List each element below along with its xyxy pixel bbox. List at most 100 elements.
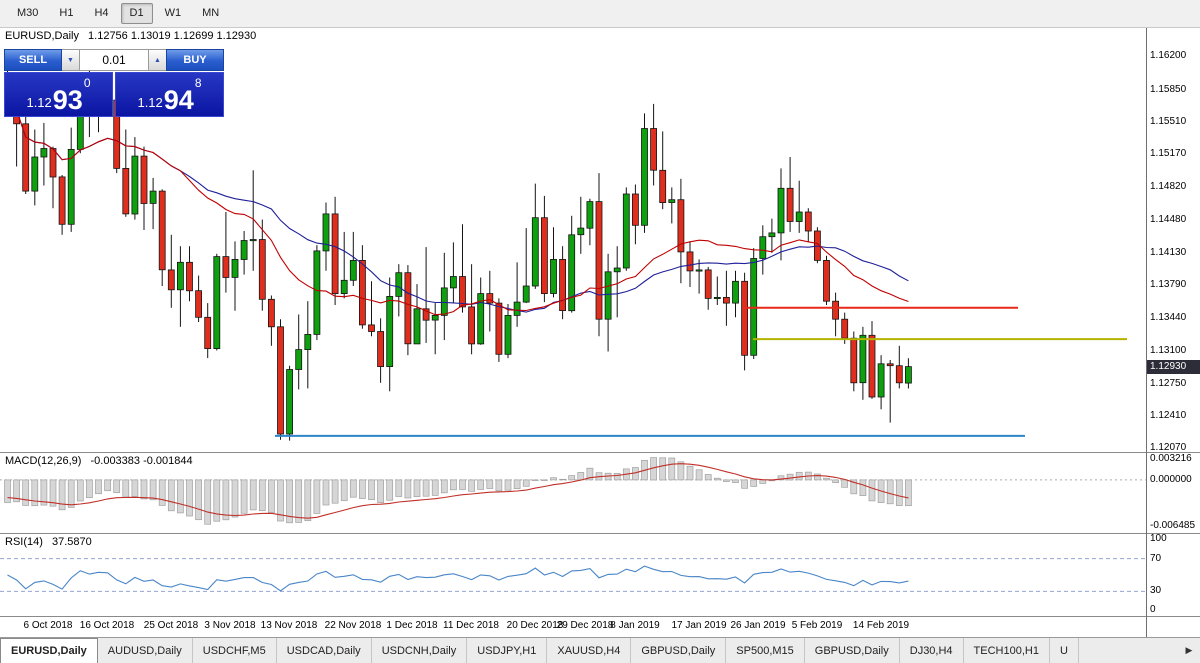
- chart-tab-usdjpy-h1[interactable]: USDJPY,H1: [467, 638, 548, 663]
- one-click-trading-panel: SELL ▼ 0.01 ▲ BUY 1.12 93 0 1.12 94 8: [4, 49, 224, 117]
- date-axis-label: 17 Jan 2019: [671, 620, 727, 631]
- macd-axis[interactable]: 0.003216 0.000000 -0.006485: [1147, 453, 1200, 534]
- price-axis-label: 1.13100: [1150, 345, 1187, 356]
- macd-panel[interactable]: MACD(12,26,9) -0.003383 -0.001844: [0, 453, 1146, 534]
- sell-price-pip: 0: [83, 76, 91, 90]
- macd-name: MACD(12,26,9): [5, 455, 82, 467]
- buy-price-button[interactable]: 1.12 94 8: [115, 72, 224, 117]
- chart-tab-usdcad-daily[interactable]: USDCAD,Daily: [277, 638, 372, 663]
- price-axis-label: 1.14130: [1150, 247, 1187, 258]
- timeframe-button-h1[interactable]: H1: [59, 7, 74, 19]
- buy-price-big: 94: [163, 84, 194, 115]
- date-axis-label: 26 Jan 2019: [730, 620, 786, 631]
- date-axis-label: 3 Nov 2018: [204, 620, 256, 631]
- price-axis-label: 1.12070: [1150, 442, 1187, 453]
- volume-increase-button[interactable]: ▲: [149, 49, 166, 71]
- chart-tab-usdchf-m5[interactable]: USDCHF,M5: [193, 638, 277, 663]
- buy-price-pip: 8: [194, 76, 202, 90]
- price-axis-label: 1.15850: [1150, 84, 1187, 95]
- rsi-name: RSI(14): [5, 536, 43, 548]
- trade-prices-row: 1.12 93 0 1.12 94 8: [4, 72, 224, 117]
- date-axis-label: 5 Feb 2019: [791, 620, 843, 631]
- buy-price-prefix: 1.12: [137, 95, 163, 110]
- date-axis[interactable]: 6 Oct 2018 16 Oct 2018 25 Oct 2018 3 Nov 20…: [0, 617, 1146, 637]
- chart-tab-gbpusd-daily[interactable]: GBPUSD,Daily: [631, 638, 727, 663]
- sell-price-big: 93: [52, 84, 83, 115]
- price-axis-label: 1.14480: [1150, 214, 1187, 225]
- chart-tab-tech100-h1[interactable]: TECH100,H1: [964, 638, 1050, 663]
- macd-axis-label: 0.000000: [1150, 474, 1192, 485]
- date-axis-label: 25 Oct 2018: [143, 620, 199, 631]
- date-axis-label: 20 Dec 2018: [506, 620, 564, 631]
- chart-tab-sp500-m15[interactable]: SP500,M15: [726, 638, 805, 663]
- chart-tab-xauusd-h4[interactable]: XAUUSD,H4: [547, 638, 632, 663]
- sell-button[interactable]: SELL: [4, 49, 62, 71]
- date-axis-label: 6 Oct 2018: [23, 620, 73, 631]
- rsi-header: RSI(14) 37.5870: [5, 536, 92, 548]
- price-axis-label: 1.13440: [1150, 312, 1187, 323]
- chart-tab-u[interactable]: U: [1050, 638, 1079, 663]
- date-axis-label: 1 Dec 2018: [386, 620, 438, 631]
- macd-axis-label: -0.006485: [1150, 520, 1196, 531]
- volume-input[interactable]: 0.01: [79, 49, 149, 71]
- macd-axis-label: 0.003216: [1150, 453, 1192, 464]
- chart-header: EURUSD,Daily 1.12756 1.13019 1.12699 1.1…: [5, 30, 256, 42]
- timeframe-button-d1[interactable]: D1: [120, 3, 153, 24]
- tab-scroll-right-button[interactable]: ▶: [1180, 638, 1198, 663]
- buy-button[interactable]: BUY: [166, 49, 224, 71]
- trade-controls-row: SELL ▼ 0.01 ▲ BUY: [4, 49, 224, 71]
- date-axis-label: 11 Dec 2018: [443, 620, 499, 631]
- timeframe-button-m30[interactable]: M30: [17, 7, 39, 19]
- rsi-chart[interactable]: [0, 534, 1146, 616]
- chart-window: EURUSD,Daily 1.12756 1.13019 1.12699 1.1…: [0, 28, 1200, 637]
- price-axis-main[interactable]: 1.12930 1.16200 1.15850 1.15510 1.15170 1.14…: [1147, 28, 1200, 453]
- rsi-axis-label: 0: [1150, 604, 1156, 615]
- chevron-up-icon: ▲: [154, 56, 161, 64]
- date-axis-label: 16 Oct 2018: [79, 620, 135, 631]
- chart-ohlc-values: 1.12756 1.13019 1.12699 1.12930: [88, 30, 257, 42]
- price-axis-label: 1.12410: [1150, 410, 1187, 421]
- arrow-right-icon: ▶: [1185, 645, 1193, 655]
- chart-tab-dj30-h4[interactable]: DJ30,H4: [900, 638, 964, 663]
- sell-price-button[interactable]: 1.12 93 0: [4, 72, 113, 117]
- axis-corner: [1147, 617, 1200, 637]
- chart-tab-audusd-daily[interactable]: AUDUSD,Daily: [98, 638, 193, 663]
- sell-price-prefix: 1.12: [26, 95, 52, 110]
- date-axis-label: 8 Jan 2019: [610, 620, 660, 631]
- volume-decrease-button[interactable]: ▼: [62, 49, 79, 71]
- macd-header: MACD(12,26,9) -0.003383 -0.001844: [5, 455, 193, 467]
- timeframe-button-h4[interactable]: H4: [94, 7, 109, 19]
- timeframe-button-mn[interactable]: MN: [202, 7, 220, 19]
- rsi-axis-label: 30: [1150, 585, 1162, 596]
- timeframe-toolbar: M30 H1 H4 D1 W1 MN: [0, 0, 1200, 28]
- chart-tab-usdcnh-daily[interactable]: USDCNH,Daily: [372, 638, 468, 663]
- price-chart-panel[interactable]: EURUSD,Daily 1.12756 1.13019 1.12699 1.1…: [0, 28, 1146, 453]
- rsi-panel[interactable]: RSI(14) 37.5870: [0, 534, 1146, 617]
- date-axis-label: 29 Dec 2018: [556, 620, 614, 631]
- macd-chart[interactable]: [0, 453, 1146, 533]
- macd-values: -0.003383 -0.001844: [90, 455, 193, 467]
- chevron-down-icon: ▼: [67, 56, 74, 64]
- price-axis-label: 1.15510: [1150, 116, 1187, 127]
- price-axis-label: 1.13790: [1150, 279, 1187, 290]
- rsi-axis-label: 70: [1150, 553, 1162, 564]
- price-axis-label: 1.16200: [1150, 50, 1187, 61]
- date-axis-label: 22 Nov 2018: [324, 620, 382, 631]
- chart-tabs: EURUSD,Daily AUDUSD,Daily USDCHF,M5 USDCAD,…: [0, 638, 1079, 663]
- current-price-badge: 1.12930: [1147, 360, 1200, 374]
- price-axis-label: 1.12750: [1150, 378, 1187, 389]
- rsi-axis[interactable]: 100 70 30 0: [1147, 533, 1200, 617]
- price-axis-label: 1.15170: [1150, 148, 1187, 159]
- rsi-axis-label: 100: [1150, 533, 1167, 544]
- price-axis-column: 1.12930 1.16200 1.15850 1.15510 1.15170 1.14…: [1146, 28, 1200, 637]
- price-axis-label: 1.14820: [1150, 181, 1187, 192]
- chart-tab-eurusd-daily[interactable]: EURUSD,Daily: [0, 638, 98, 663]
- charts-column: EURUSD,Daily 1.12756 1.13019 1.12699 1.1…: [0, 28, 1146, 637]
- chart-symbol-period: EURUSD,Daily: [5, 30, 79, 42]
- timeframe-button-w1[interactable]: W1: [164, 7, 182, 19]
- date-axis-label: 13 Nov 2018: [260, 620, 318, 631]
- chart-tab-gbpusd-daily[interactable]: GBPUSD,Daily: [805, 638, 900, 663]
- chart-tabbar: EURUSD,Daily AUDUSD,Daily USDCHF,M5 USDCAD,…: [0, 637, 1200, 663]
- date-axis-label: 14 Feb 2019: [852, 620, 910, 631]
- rsi-value: 37.5870: [51, 536, 92, 548]
